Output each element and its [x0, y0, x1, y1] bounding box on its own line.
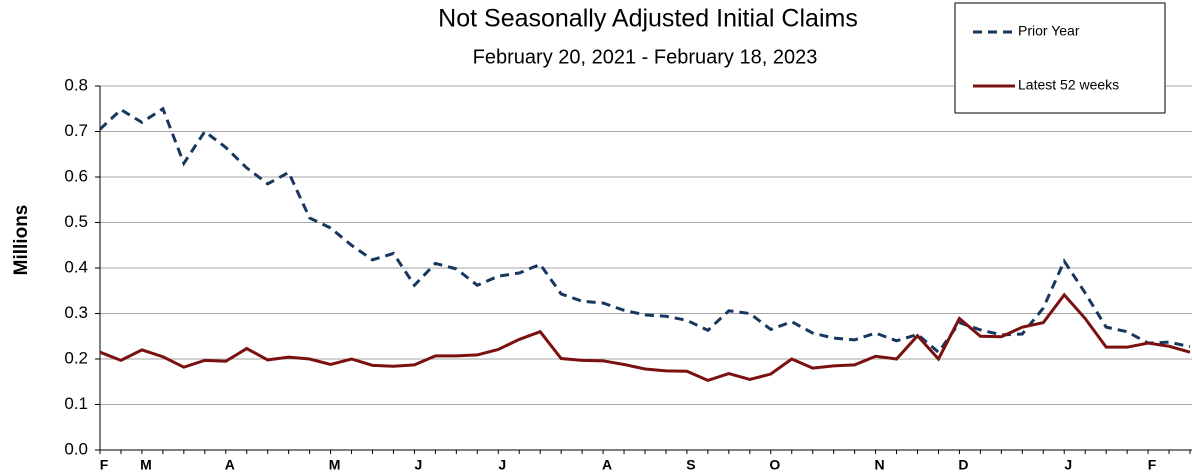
x-tick-label: F [1148, 457, 1157, 473]
legend-label: Prior Year [1018, 23, 1080, 39]
y-tick-label: 0.5 [64, 212, 88, 231]
chart-subtitle: February 20, 2021 - February 18, 2023 [473, 46, 818, 68]
x-tick-label: S [686, 457, 695, 473]
y-tick-label: 0.6 [64, 166, 88, 185]
x-tick-label: F [100, 457, 109, 473]
y-tick-label: 0.8 [64, 75, 88, 94]
series-line [98, 106, 1191, 355]
x-tick-label: N [875, 457, 885, 473]
legend-label: Latest 52 weeks [1018, 77, 1119, 93]
y-tick-label: 0.4 [64, 257, 88, 276]
y-axis-label: Millions [11, 205, 32, 276]
y-tick-label: 0.1 [64, 394, 88, 413]
x-tick-label: A [225, 457, 235, 473]
x-tick-label: J [498, 457, 506, 473]
y-tick-label: 0.3 [64, 303, 88, 322]
legend-box [954, 2, 1166, 114]
y-tick-label: 0.0 [64, 439, 88, 458]
x-tick-label: J [415, 457, 423, 473]
series-line [99, 292, 1191, 382]
x-tick-label: M [329, 457, 341, 473]
y-tick-label: 0.2 [64, 348, 88, 367]
x-tick-label: M [140, 457, 152, 473]
chart-title: Not Seasonally Adjusted Initial Claims [438, 5, 858, 33]
x-tick-label: A [602, 457, 612, 473]
x-tick-label: J [1064, 457, 1072, 473]
y-tick-label: 0.7 [64, 121, 88, 140]
x-tick-label: O [769, 457, 780, 473]
x-tick-label: D [958, 457, 968, 473]
